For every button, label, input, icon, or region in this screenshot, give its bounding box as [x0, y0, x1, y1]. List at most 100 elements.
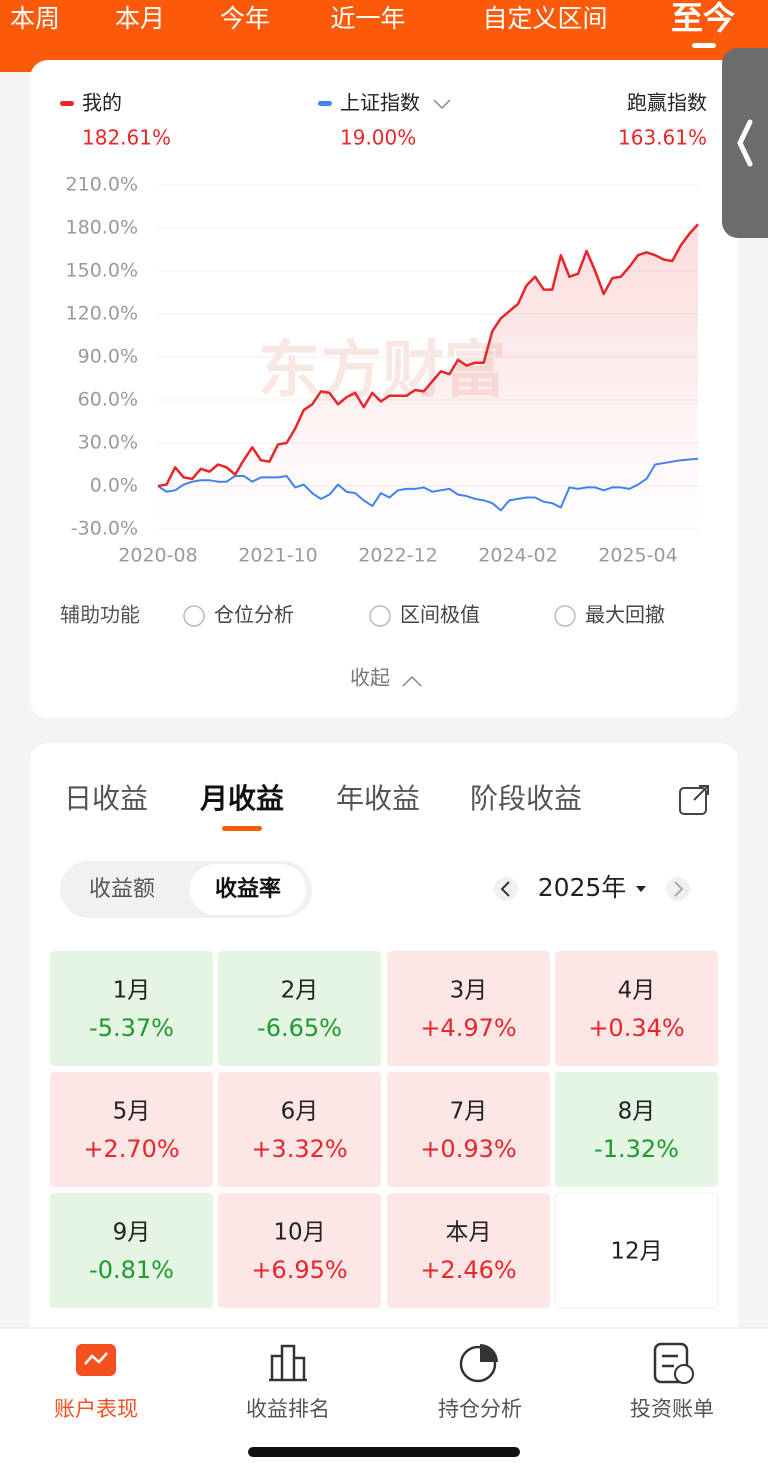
month-cell[interactable]	[50, 1072, 213, 1187]
legend-swatch	[318, 101, 332, 106]
nav-label[interactable]: 投资账单	[630, 1397, 714, 1421]
month-return: -0.81%	[89, 1256, 174, 1284]
legend-label: 跑赢指数	[627, 91, 707, 115]
top-tab[interactable]: 至今	[671, 0, 735, 37]
year-nav-arrow	[674, 881, 684, 897]
nav-icon[interactable]	[459, 1345, 497, 1383]
month-cell[interactable]	[387, 951, 550, 1066]
y-tick-label: 210.0%	[66, 174, 138, 196]
radio[interactable]	[183, 605, 205, 627]
y-tick-label: -30.0%	[71, 518, 138, 540]
month-cell[interactable]	[555, 951, 718, 1066]
legend-swatch	[60, 101, 74, 106]
month-return: -6.65%	[257, 1014, 342, 1042]
year-nav[interactable]	[494, 877, 518, 901]
collapse-arrow	[402, 675, 422, 687]
y-tick-label: 180.0%	[66, 217, 138, 239]
month-label: 2月	[281, 978, 319, 1004]
toggle-option[interactable]: 收益率	[215, 876, 281, 902]
x-tick-label: 2024-02	[478, 545, 557, 567]
month-cell[interactable]	[218, 951, 381, 1066]
top-tab[interactable]: 近一年	[330, 4, 405, 33]
share-arrow	[693, 785, 709, 801]
series-line	[157, 223, 699, 488]
toggle-option[interactable]: 收益额	[89, 877, 155, 902]
nav-label[interactable]: 持仓分析	[438, 1397, 522, 1421]
chart-card	[30, 60, 738, 718]
month-label: 8月	[618, 1099, 656, 1125]
month-label: 4月	[618, 978, 656, 1004]
month-cell[interactable]	[218, 1193, 381, 1308]
legend-label[interactable]: 上证指数	[340, 91, 420, 115]
month-cell[interactable]	[218, 1072, 381, 1187]
year-caret	[636, 886, 646, 892]
area-fill	[158, 224, 698, 529]
month-label: 5月	[113, 1099, 151, 1125]
month-label: 6月	[281, 1099, 319, 1125]
aux-option[interactable]: 区间极值	[400, 603, 480, 627]
top-tab[interactable]: 本月	[115, 4, 165, 33]
aux-label: 辅助功能	[60, 603, 140, 627]
radio[interactable]	[554, 605, 576, 627]
y-tick-label: 150.0%	[66, 260, 138, 282]
toggle-active	[190, 864, 306, 915]
y-tick-label: 30.0%	[78, 432, 138, 454]
collapse-button[interactable]: 收起	[350, 666, 390, 690]
month-cell[interactable]	[387, 1193, 550, 1308]
nav-icon[interactable]	[269, 1344, 307, 1382]
x-tick-label: 2021-10	[238, 545, 317, 567]
y-tick-label: 60.0%	[78, 389, 138, 411]
nav-icon-line	[84, 1352, 108, 1365]
x-tick-label: 2020-08	[118, 545, 197, 567]
year-selector[interactable]: 2025年	[538, 873, 627, 902]
top-tab[interactable]: 今年	[220, 4, 270, 33]
month-return: -5.37%	[89, 1014, 174, 1042]
share-icon[interactable]	[679, 787, 707, 815]
year-nav[interactable]	[666, 877, 690, 901]
month-cell[interactable]	[554, 1192, 719, 1309]
y-tick-label: 0.0%	[90, 475, 138, 497]
aux-option[interactable]: 最大回撤	[585, 603, 665, 627]
returns-tab[interactable]: 月收益	[199, 782, 284, 815]
aux-option[interactable]: 仓位分析	[214, 603, 294, 627]
nav-icon[interactable]	[653, 1342, 689, 1384]
returns-tab[interactable]: 阶段收益	[470, 782, 582, 815]
returns-tab[interactable]: 日收益	[64, 782, 148, 815]
month-return: +6.95%	[251, 1256, 347, 1284]
nav-label[interactable]: 账户表现	[54, 1397, 138, 1421]
month-cell[interactable]	[50, 951, 213, 1066]
month-label: 7月	[450, 1099, 488, 1125]
month-return: +0.34%	[588, 1014, 684, 1042]
top-tab[interactable]: 自定义区间	[482, 4, 607, 33]
x-tick-label: 2022-12	[358, 545, 437, 567]
month-return: +2.70%	[83, 1135, 179, 1163]
year-nav-arrow	[500, 881, 510, 897]
month-cell[interactable]	[50, 1193, 213, 1308]
month-return: -1.32%	[594, 1135, 679, 1163]
month-label: 9月	[113, 1220, 151, 1246]
month-label: 本月	[446, 1220, 492, 1246]
month-label: 10月	[273, 1220, 325, 1246]
month-return: +3.32%	[251, 1135, 347, 1163]
top-tab-underline	[692, 43, 716, 48]
side-tab-arrow	[737, 119, 753, 167]
top-tab[interactable]: 本周	[10, 4, 60, 33]
side-tab[interactable]	[722, 48, 768, 238]
dropdown-arrow	[433, 99, 451, 110]
month-cell[interactable]	[555, 1072, 718, 1187]
month-label: 12月	[610, 1239, 662, 1265]
nav-label[interactable]: 收益排名	[246, 1397, 330, 1421]
month-return: +2.46%	[420, 1256, 516, 1284]
radio[interactable]	[369, 605, 391, 627]
month-return: +4.97%	[420, 1014, 516, 1042]
month-label: 1月	[113, 978, 151, 1004]
returns-tab[interactable]: 年收益	[336, 782, 420, 815]
summary-value: 163.61%	[618, 126, 707, 150]
tab-underline	[222, 826, 262, 831]
month-return: +0.93%	[420, 1135, 516, 1163]
home-indicator	[248, 1447, 520, 1457]
month-cell[interactable]	[387, 1072, 550, 1187]
y-tick-label: 90.0%	[78, 346, 138, 368]
